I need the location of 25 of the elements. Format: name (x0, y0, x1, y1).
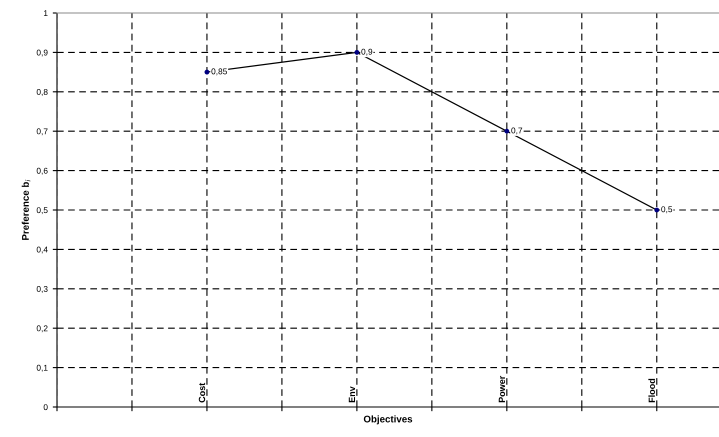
point (354, 50, 360, 55)
x-tick-label: Env (348, 386, 356, 402)
point (654, 208, 660, 212)
y-tick-label: 0,8 (36, 89, 48, 96)
data-label: 0,5 (661, 206, 672, 214)
y-tick-label: 0,5 (36, 207, 48, 214)
y-tick-label: 0 (44, 404, 48, 410)
y-tick-label: 0,6 (36, 168, 48, 175)
y-tick-label: 0,7 (36, 128, 48, 136)
x-tick-label: Flood (648, 378, 655, 402)
x-axis-title: Objectives (364, 415, 412, 424)
point (504, 128, 510, 134)
y-tick-label: 0,1 (36, 364, 48, 372)
y-axis-title: Preference b$_{i}$ (22, 180, 30, 240)
data-label: 0,9 (361, 48, 372, 56)
y-tick-label: 0,2 (36, 325, 48, 332)
x-tick-label: Power (498, 376, 506, 402)
y-tick-label: 0,9 (36, 50, 48, 56)
y-tick-label: 1 (44, 10, 48, 16)
y-tick-label: 0,4 (36, 246, 48, 254)
y-tick-label: 0,3 (36, 286, 48, 293)
data-label: 0,7 (511, 128, 522, 134)
data-label: 0,85 (211, 68, 227, 76)
x-tick-label: Cost (198, 382, 206, 402)
point (204, 70, 210, 75)
